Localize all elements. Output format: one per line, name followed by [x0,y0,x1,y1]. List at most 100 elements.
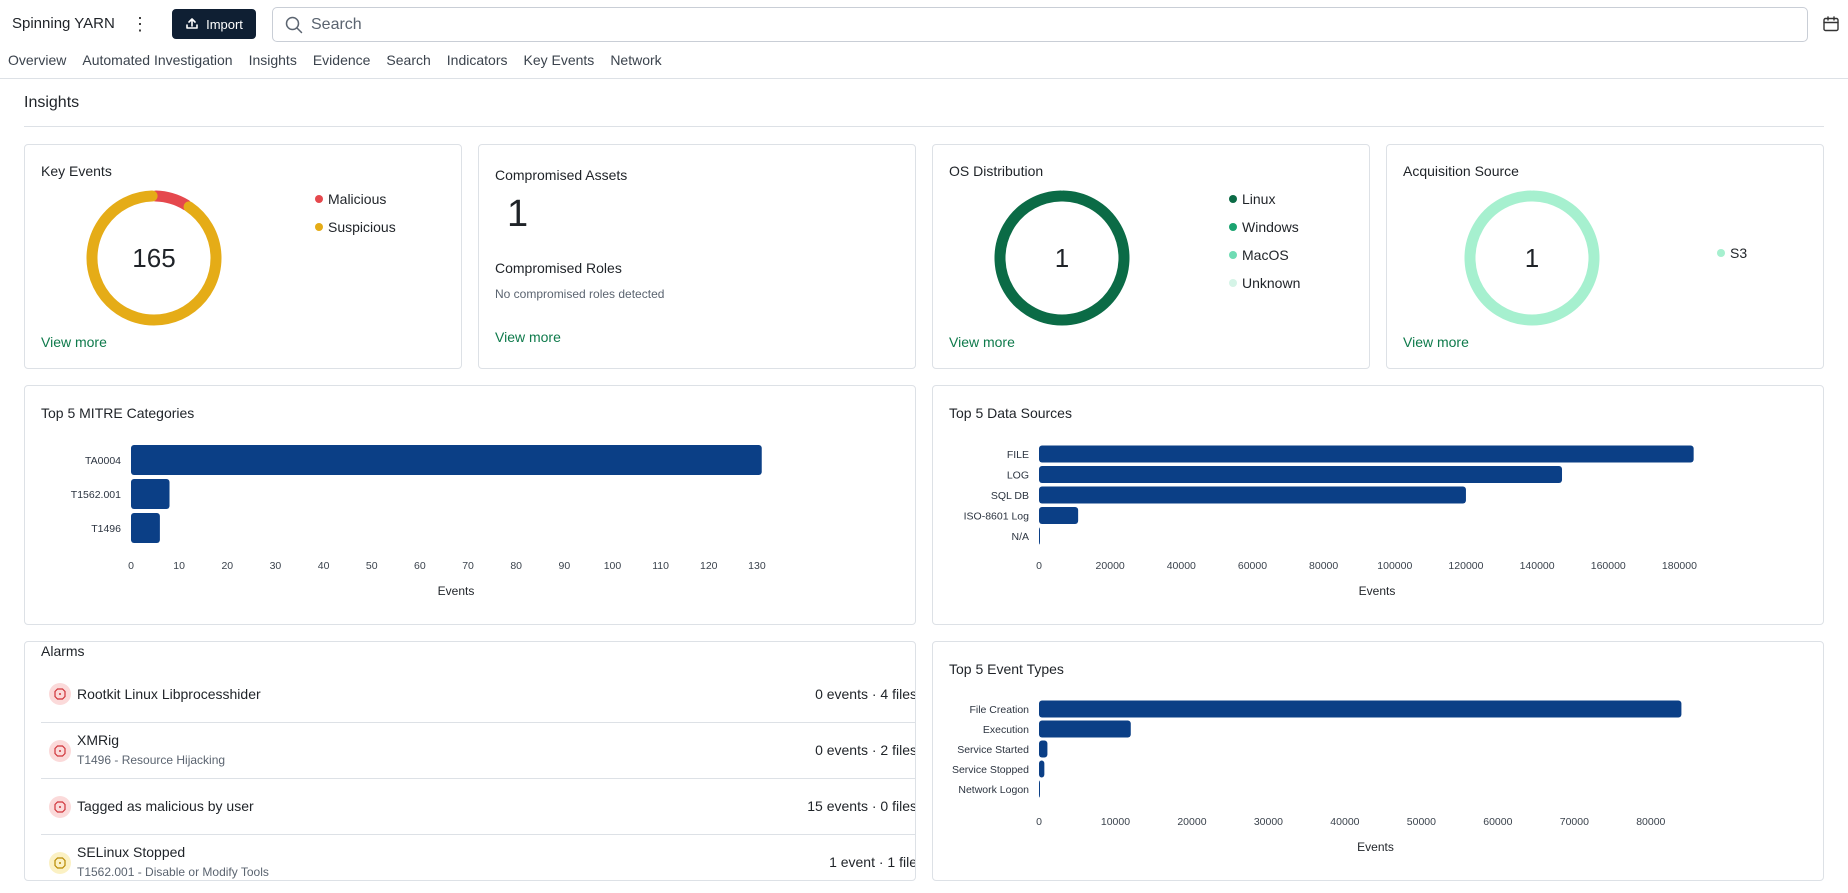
bar[interactable] [1039,760,1045,778]
tab-overview[interactable]: Overview [8,52,67,68]
section-title: Insights [24,94,80,111]
bar[interactable] [1039,700,1682,718]
search-box[interactable] [272,7,1808,42]
alarm-name: Rootkit Linux Libprocesshider [77,686,261,702]
key-events-title: Key Events [41,163,112,179]
bar[interactable] [1039,445,1694,463]
tab-network[interactable]: Network [610,52,662,68]
alarm-row[interactable]: Rootkit Linux Libprocesshider 0 events ·… [41,667,915,723]
x-tick-label: 130 [748,560,766,572]
search-icon [285,16,303,33]
x-tick-label: 80 [510,560,522,572]
legend-item-linux[interactable]: Linux [1229,185,1300,213]
bar[interactable] [1039,507,1079,524]
legend-item-windows[interactable]: Windows [1229,213,1300,241]
section-divider [24,126,1824,127]
donut-slice-linux[interactable] [994,190,1130,326]
compromised-assets-value: 1 [507,193,529,235]
donut-slice-s3[interactable] [1464,190,1600,326]
search-input[interactable] [311,15,1711,34]
tab-indicators[interactable]: Indicators [446,52,508,68]
category-label: T1496 [91,523,121,535]
view-more-link[interactable]: View more [949,334,1015,350]
x-tick-label: 40 [318,560,330,572]
bar[interactable] [1039,780,1040,798]
bar[interactable] [1039,466,1563,483]
x-tick-label: 70 [462,560,474,572]
x-tick-label: 110 [652,560,669,572]
key-events-legend: Malicious Suspicious [315,185,396,241]
x-tick-label: 180000 [1662,560,1697,572]
view-more-link[interactable]: View more [41,334,107,350]
category-label: Service Started [957,744,1029,756]
category-label: Execution [983,724,1029,736]
x-tick-label: 140000 [1520,560,1555,572]
x-tick-label: 80000 [1309,560,1338,572]
alert-octagon-icon [49,740,71,762]
alarm-technique: T1562.001 - Disable or Modify Tools [77,865,269,879]
mitre-bar-chart: TA0004 T1562.001 T1496 0 10 20 30 40 50 60 70 80 90 1… [71,445,766,598]
alarm-row[interactable]: SELinux Stopped T1562.001 - Disable or M… [41,835,915,880]
mitre-categories-card: Top 5 MITRE Categories TA0004 T1562.001 T1… [24,385,916,625]
key-events-card: Key Events 165 Malicious Suspicious View… [24,144,462,369]
x-tick-label: 0 [128,560,134,572]
acquisition-source-card: Acquisition Source 1 S3 View more [1386,144,1824,369]
legend-label: MacOS [1242,247,1289,263]
x-tick-label: 60000 [1483,816,1512,828]
case-title[interactable]: Spinning YARN [12,15,115,32]
x-tick-label: 10 [173,560,185,572]
x-axis-label: Events [438,584,475,598]
acquisition-source-legend: S3 [1717,243,1747,263]
tab-automated-investigation[interactable]: Automated Investigation [82,52,233,68]
legend-label: Suspicious [328,219,396,235]
legend-item-suspicious[interactable]: Suspicious [315,213,396,241]
donut-slice-malicious[interactable] [150,190,192,211]
import-button[interactable]: Import [172,9,256,39]
tab-evidence[interactable]: Evidence [312,52,371,68]
category-label: File Creation [969,704,1029,716]
donut-slice-suspicious[interactable] [86,190,222,326]
data-sources-card: Top 5 Data Sources FILE LOG SQL DB ISO-8601… [932,385,1824,625]
category-label: SQL DB [991,490,1029,502]
tab-search[interactable]: Search [386,52,431,68]
windows-dot [1229,223,1237,231]
view-more-link[interactable]: View more [495,329,561,345]
bar[interactable] [1039,486,1466,504]
category-label: ISO-8601 Log [964,511,1030,523]
event-types-title: Top 5 Event Types [949,661,1064,677]
x-axis-label: Events [1357,840,1394,854]
bar[interactable] [1039,720,1131,738]
suspicious-dot [315,223,323,231]
legend-item-unknown[interactable]: Unknown [1229,269,1300,297]
legend-item-macos[interactable]: MacOS [1229,241,1300,269]
x-tick-label: 100 [604,560,622,572]
calendar-icon[interactable] [1822,15,1840,33]
category-label: LOG [1007,470,1029,482]
x-tick-label: 0 [1036,816,1042,828]
x-tick-label: 60000 [1238,560,1267,572]
legend-item-s3[interactable]: S3 [1717,243,1747,263]
top-bar: Spinning YARN ⋮ Import [0,0,1848,50]
category-label: N/A [1011,531,1029,543]
category-label: Network Logon [958,784,1029,796]
tab-key-events[interactable]: Key Events [523,52,595,68]
more-options-icon[interactable]: ⋮ [131,14,149,34]
x-tick-label: 70000 [1560,816,1589,828]
alarm-name: SELinux Stopped [77,844,186,860]
alarm-row[interactable]: Tagged as malicious by user 15 events · … [41,779,915,835]
compromised-card: Compromised Assets 1 Compromised Roles N… [478,144,916,369]
bar[interactable] [1039,527,1040,545]
tab-insights[interactable]: Insights [248,52,297,68]
category-label: T1562.001 [71,489,121,501]
bar[interactable] [131,513,160,543]
os-distribution-title: OS Distribution [949,163,1044,179]
view-more-link[interactable]: View more [1403,334,1469,350]
legend-item-malicious[interactable]: Malicious [315,185,396,213]
bar[interactable] [131,445,762,475]
os-distribution-donut [994,190,1130,326]
linux-dot [1229,195,1237,203]
event-types-bar-chart: File Creation Execution Service Started Ser… [952,700,1682,854]
bar[interactable] [131,479,170,509]
alarm-row[interactable]: XMRig T1496 - Resource Hijacking 0 event… [41,723,915,779]
bar[interactable] [1039,740,1048,758]
